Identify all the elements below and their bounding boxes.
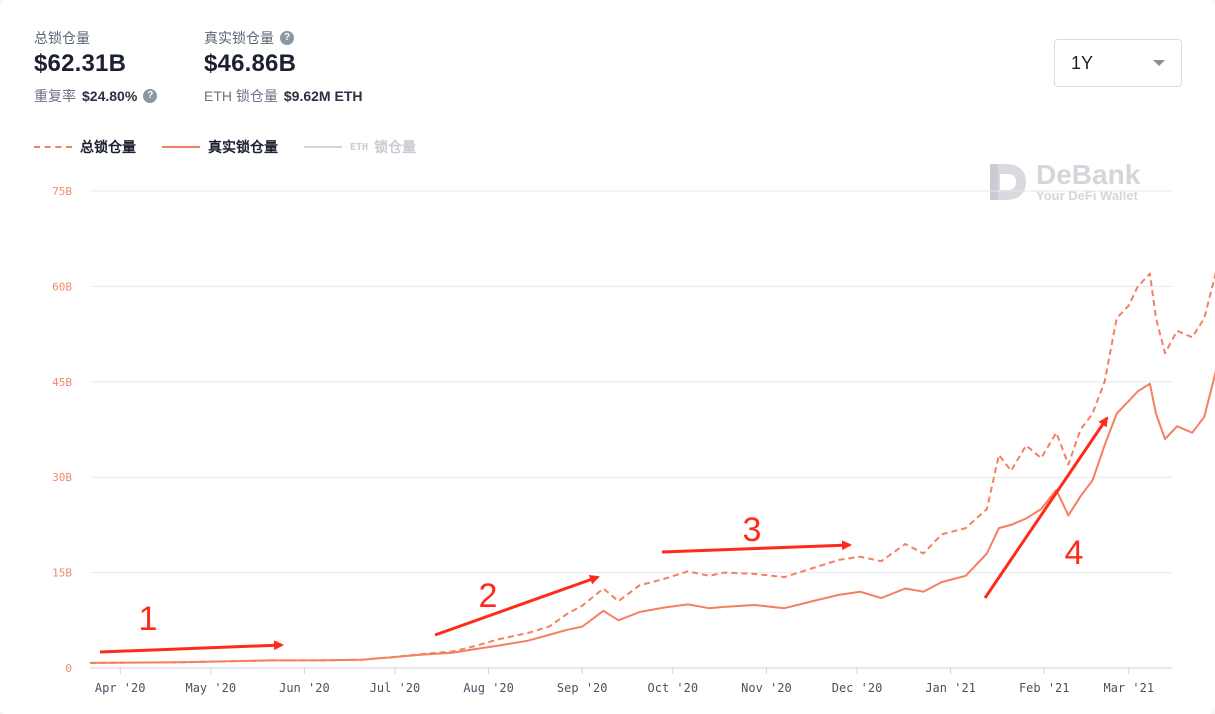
x-tick-label: Jun '20 <box>279 681 330 695</box>
time-range-value: 1Y <box>1071 52 1094 73</box>
x-tick-label: Jan '21 <box>925 681 976 695</box>
question-circle-icon[interactable]: ? <box>143 89 158 103</box>
x-tick-label: May '20 <box>185 681 236 695</box>
eth-locked-value: $9.62M ETH <box>283 88 363 104</box>
y-tick-label: 30B <box>52 471 72 484</box>
legend-prefix-eth: ETH <box>350 141 369 153</box>
x-tick-label: Feb '21 <box>1019 681 1070 695</box>
debank-watermark: DeBank Your DeFi Wallet <box>988 160 1140 204</box>
total-locked-stat: 总锁仓量 $62.31B 重复率 $24.80% ? <box>34 28 158 106</box>
real-locked-label-row: 真实锁仓量 ? <box>204 28 362 48</box>
y-tick-label: 75B <box>52 185 72 198</box>
question-circle-icon[interactable]: ? <box>280 31 294 45</box>
eth-locked-row: ETH 锁仓量 $9.62M ETH <box>204 86 362 106</box>
eth-locked-label: ETH 锁仓量 <box>204 88 278 104</box>
chart-legend: 总锁仓量 真实锁仓量 ETH 锁仓量 <box>34 137 416 157</box>
annotation-arrow <box>983 416 1109 599</box>
x-tick-label: Oct '20 <box>648 681 699 695</box>
legend-swatch-gray <box>304 146 342 148</box>
total-locked-label: 总锁仓量 <box>34 30 90 46</box>
legend-label-real: 真实锁仓量 <box>208 139 278 155</box>
x-tick-label: Nov '20 <box>741 681 792 695</box>
x-tick-label: Apr '20 <box>95 681 146 695</box>
x-tick-label: Aug '20 <box>463 681 514 695</box>
annotation-arrow <box>434 574 600 637</box>
x-tick-label: Mar '21 <box>1103 681 1154 695</box>
real-locked-stat: 真实锁仓量 ? $46.86B ETH 锁仓量 $9.62M ETH <box>204 28 362 106</box>
real-locked-value: $46.86B <box>204 50 297 77</box>
annotation-arrow <box>661 540 852 554</box>
x-tick-label: Dec '20 <box>832 681 883 695</box>
annotation-label: 2 <box>479 577 498 615</box>
legend-label-total: 总锁仓量 <box>80 139 136 155</box>
legend-swatch-solid <box>162 146 200 148</box>
legend-swatch-dashed <box>34 146 72 148</box>
y-tick-label: 15B <box>52 567 72 580</box>
annotation-label: 1 <box>139 600 158 638</box>
annotation-label: 4 <box>1065 534 1084 572</box>
grid-lines <box>90 190 1172 669</box>
time-range-select[interactable]: 1Y <box>1054 39 1182 87</box>
reuse-rate-label: 重复率 <box>34 88 76 104</box>
annotations: 1 2 3 4 <box>99 416 1109 654</box>
total-locked-value: $62.31B <box>34 50 127 77</box>
y-tick-label: 60B <box>52 280 72 293</box>
annotation-arrow <box>99 640 284 654</box>
watermark-title: DeBank <box>1036 159 1141 190</box>
x-tick-label: Jul '20 <box>370 681 421 695</box>
watermark-subtitle: Your DeFi Wallet <box>1036 188 1138 203</box>
y-axis-ticks: 0 15B 30B 45B 60B 75B <box>52 185 72 675</box>
watermark-text: DeBank Your DeFi Wallet <box>1036 161 1140 203</box>
legend-item-total[interactable]: 总锁仓量 <box>34 137 136 157</box>
legend-item-real[interactable]: 真实锁仓量 <box>162 137 278 157</box>
reuse-rate-row: 重复率 $24.80% ? <box>34 86 158 106</box>
series-line-real <box>89 370 1215 664</box>
y-tick-label: 0 <box>65 662 72 675</box>
legend-label-eth: 锁仓量 <box>374 139 417 155</box>
series-line-total <box>89 271 1215 664</box>
legend-item-eth[interactable]: ETH 锁仓量 <box>304 137 416 157</box>
reuse-rate-value: $24.80% <box>82 88 138 104</box>
chevron-down-icon <box>1153 60 1165 66</box>
x-tick-label: Sep '20 <box>557 681 608 695</box>
y-tick-label: 45B <box>52 376 72 389</box>
real-locked-label: 真实锁仓量 <box>204 30 274 46</box>
series-lines <box>89 271 1215 664</box>
x-axis-ticks: Apr '20 May '20 Jun '20 Jul '20 Aug '20 Sep '… <box>95 668 1154 695</box>
annotation-label: 3 <box>743 511 762 549</box>
